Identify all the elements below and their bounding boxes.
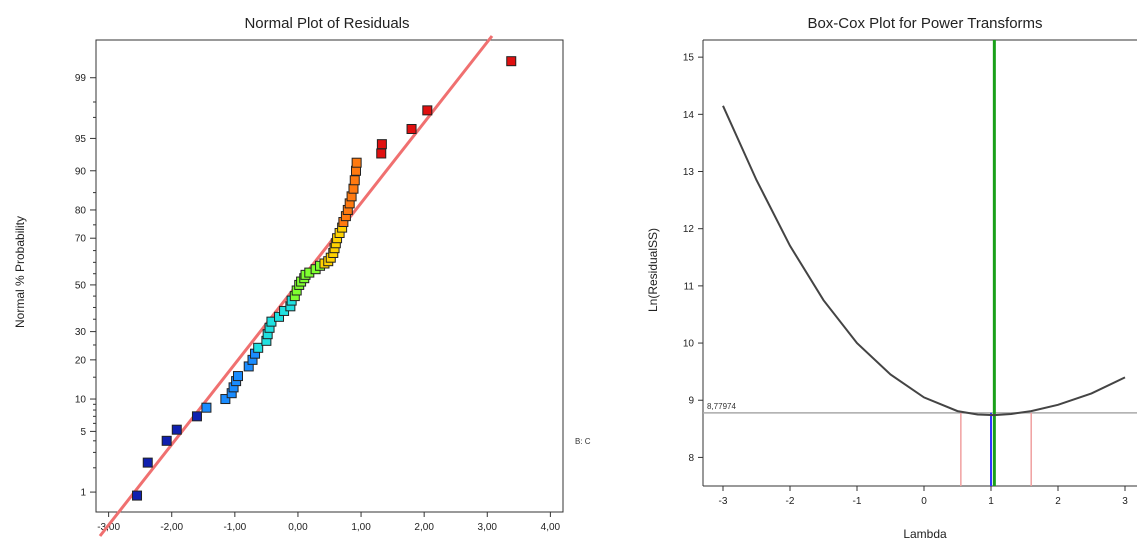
x-tick-label: 0 xyxy=(921,496,927,507)
residual-point xyxy=(352,158,361,167)
residual-point xyxy=(192,412,201,421)
y-tick-label: 10 xyxy=(683,339,695,350)
box-cox-title: Box-Cox Plot for Power Transforms xyxy=(807,15,1042,32)
y-tick-label: 90 xyxy=(75,166,87,177)
residual-point xyxy=(407,124,416,133)
residual-point xyxy=(202,403,211,412)
residual-point xyxy=(350,176,359,185)
y-tick-label: 12 xyxy=(683,224,695,235)
y-tick-label: 1 xyxy=(80,488,86,499)
y-tick-label: 15 xyxy=(683,53,695,64)
residual-point xyxy=(349,184,358,193)
normal-plot-title: Normal Plot of Residuals xyxy=(244,15,409,32)
normal-plot-chart: Normal Plot of Residuals -3,00 -2,00 -1,00… xyxy=(13,15,591,536)
y-tick-label: 8 xyxy=(688,453,694,464)
y-tick-label: 99 xyxy=(75,73,87,84)
residual-point xyxy=(143,458,152,467)
x-tick-label: -1 xyxy=(853,496,862,507)
x-tick-label: 2,00 xyxy=(414,522,434,533)
normal-plot-x-axis: -3,00 -2,00 -1,00 0,00 1,00 2,00 3,00 4,00 xyxy=(97,512,560,533)
residual-point xyxy=(133,491,142,500)
y-tick-label: 10 xyxy=(75,395,87,406)
residual-point xyxy=(172,425,181,434)
y-tick-label: 9 xyxy=(688,396,694,407)
y-tick-label: 80 xyxy=(75,205,87,216)
x-tick-label: 0,00 xyxy=(288,522,308,533)
y-tick-label: 70 xyxy=(75,234,87,245)
box-cox-x-label: Lambda xyxy=(903,527,947,541)
x-tick-label: -1,00 xyxy=(223,522,246,533)
box-cox-chart: Box-Cox Plot for Power Transforms 891011… xyxy=(646,15,1137,541)
y-tick-label: 30 xyxy=(75,327,87,338)
residual-point xyxy=(377,140,386,149)
box-cox-lines xyxy=(703,40,1137,486)
y-tick-label: 95 xyxy=(75,134,87,145)
residual-point xyxy=(507,57,516,66)
normal-plot-y-axis: 1 5 10 20 30 50 70 80 90 95 99 xyxy=(75,73,96,498)
residual-point xyxy=(254,343,263,352)
residual-point xyxy=(233,372,242,381)
x-tick-label: 1,00 xyxy=(351,522,371,533)
x-tick-label: 3 xyxy=(1122,496,1128,507)
residual-point xyxy=(377,149,386,158)
y-tick-label: 5 xyxy=(80,427,86,438)
y-tick-label: 11 xyxy=(684,281,695,292)
x-tick-label: 3,00 xyxy=(478,522,498,533)
normal-plot-y-label: Normal % Probability xyxy=(13,216,27,328)
x-tick-label: 4,00 xyxy=(541,522,561,533)
x-tick-label: -2 xyxy=(786,496,795,507)
residual-point xyxy=(162,436,171,445)
x-tick-label: 2 xyxy=(1055,496,1061,507)
box-cox-min-label: 8,77974 xyxy=(707,402,736,411)
normal-plot-side-label: B: C xyxy=(575,437,591,446)
x-tick-label: -3 xyxy=(719,496,728,507)
y-tick-label: 14 xyxy=(683,110,695,121)
x-tick-label: -2,00 xyxy=(160,522,183,533)
y-tick-label: 50 xyxy=(75,280,87,291)
box-cox-y-label: Ln(ResidualSS) xyxy=(646,228,660,312)
x-tick-label: 1 xyxy=(988,496,994,507)
residual-point xyxy=(423,106,432,115)
y-tick-label: 20 xyxy=(75,355,87,366)
box-cox-curve xyxy=(723,106,1125,415)
y-tick-label: 13 xyxy=(683,167,695,178)
